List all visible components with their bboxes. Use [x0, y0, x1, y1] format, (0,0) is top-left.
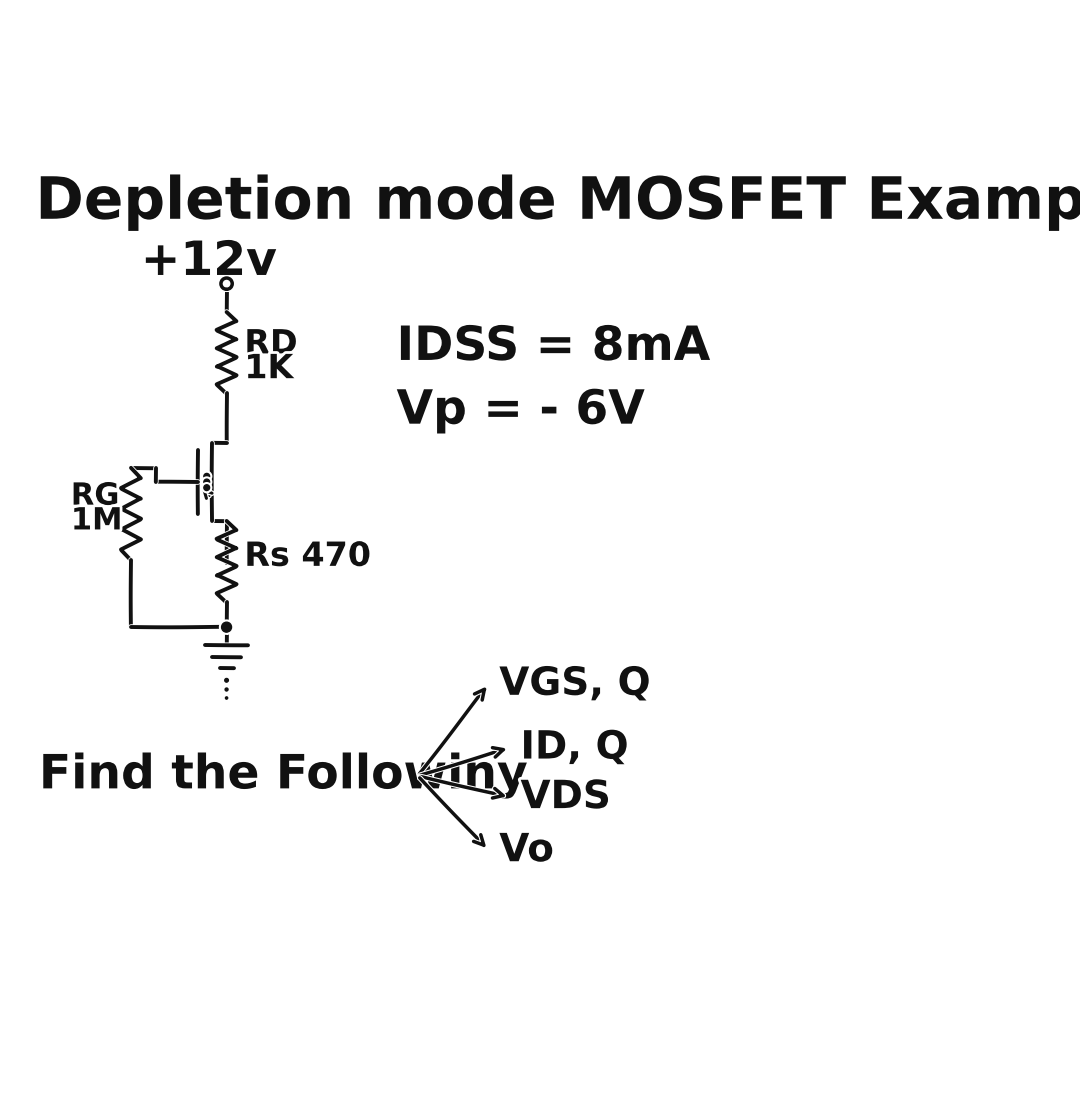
Text: Find the Followiny: Find the Followiny [39, 753, 529, 798]
Text: 1M: 1M [71, 507, 122, 535]
Text: 1K: 1K [244, 353, 294, 385]
Text: Vo: Vo [499, 831, 554, 869]
Text: Vp = - 6V: Vp = - 6V [396, 389, 646, 434]
Text: ID, Q: ID, Q [521, 728, 629, 766]
Text: RD: RD [244, 327, 298, 360]
Text: VGS, Q: VGS, Q [499, 665, 650, 703]
Text: IDSS = 8mA: IDSS = 8mA [396, 325, 711, 370]
Text: VDS: VDS [521, 779, 611, 816]
Text: Rs 470: Rs 470 [244, 540, 372, 573]
Text: +12v: +12v [140, 240, 276, 285]
Text: RG: RG [71, 482, 119, 510]
Text: Depletion mode MOSFET Example: Depletion mode MOSFET Example [36, 174, 1080, 231]
